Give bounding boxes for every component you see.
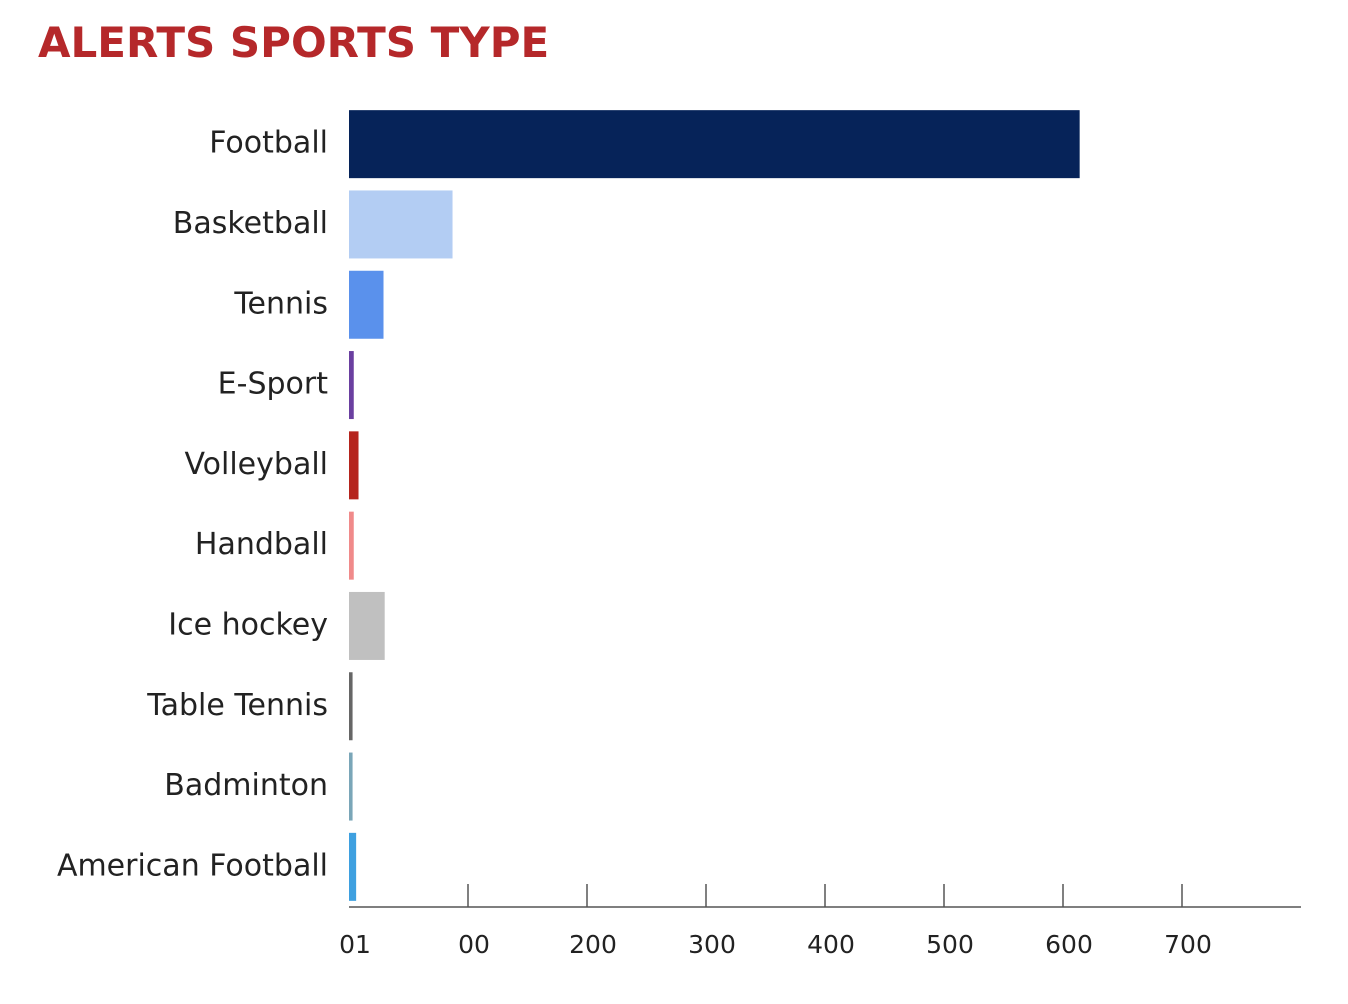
y-tick-label: E-Sport <box>218 367 329 402</box>
x-tick-label: 00 <box>458 930 490 959</box>
y-tick-label: Football <box>209 126 328 161</box>
x-tick-label: 500 <box>926 930 974 959</box>
x-tick-label: 300 <box>688 930 736 959</box>
y-tick-label: Tennis <box>233 286 328 321</box>
x-tick-label: 01 <box>339 930 371 959</box>
x-tick-label: 600 <box>1045 930 1093 959</box>
bar <box>349 110 1080 179</box>
y-tick-label: Table Tennis <box>146 688 328 723</box>
bar <box>349 672 353 741</box>
y-tick-label: Basketball <box>173 206 328 241</box>
y-tick-label: Badminton <box>164 768 328 803</box>
bar <box>349 190 453 259</box>
bar <box>349 832 357 901</box>
chart-title: ALERTS SPORTS TYPE <box>38 18 549 67</box>
y-tick-label: Ice hockey <box>168 607 328 642</box>
x-tick-label: 700 <box>1164 930 1212 959</box>
y-tick-label: Handball <box>195 527 328 562</box>
bar <box>349 511 354 580</box>
x-tick-label: 400 <box>807 930 855 959</box>
bar <box>349 752 353 821</box>
y-tick-label: Volleyball <box>184 447 328 482</box>
bar <box>349 270 384 339</box>
bar <box>349 591 385 660</box>
bar <box>349 431 359 500</box>
bar <box>349 351 354 420</box>
x-tick-label: 200 <box>569 930 617 959</box>
y-tick-label: American Football <box>57 848 328 883</box>
